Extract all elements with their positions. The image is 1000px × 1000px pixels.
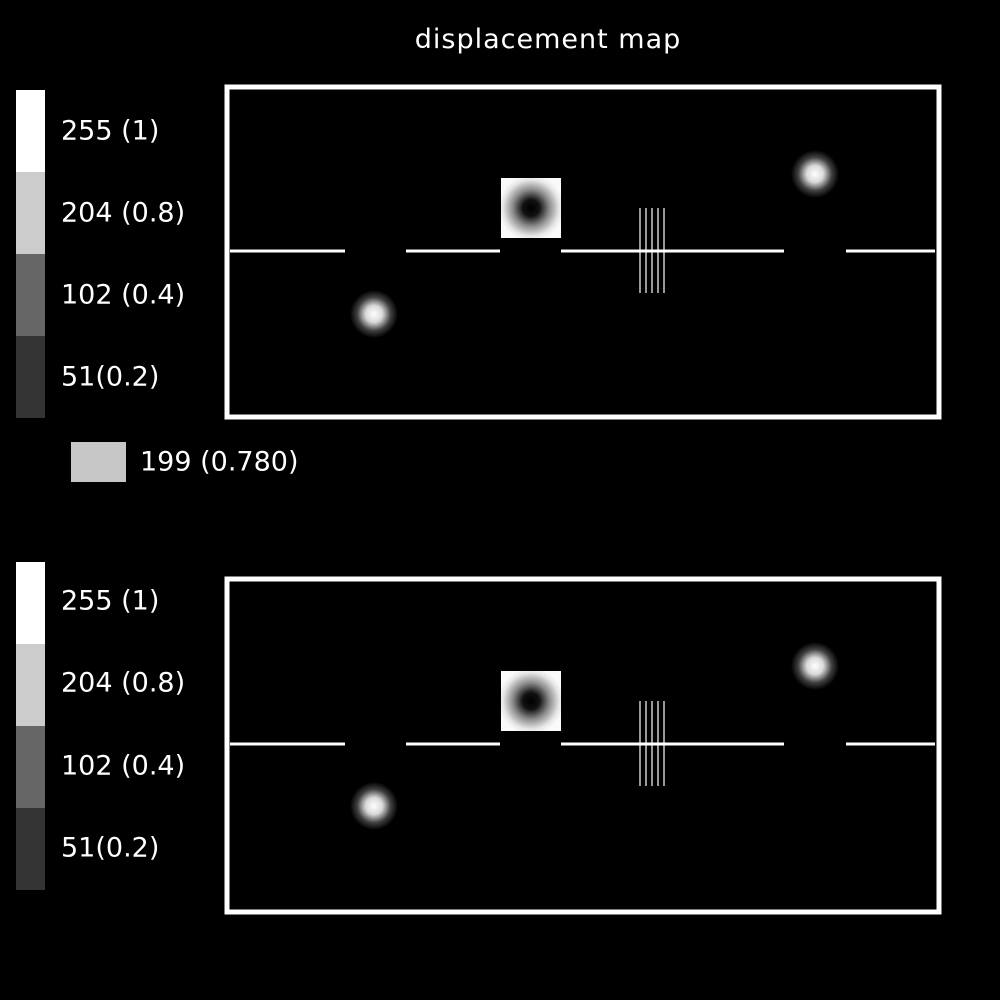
swatch-102	[16, 254, 45, 336]
swatch-255	[16, 562, 45, 644]
map-frame	[224, 84, 942, 420]
scale-label-102: 102 (0.4)	[61, 279, 186, 311]
scale-label-255: 255 (1)	[61, 115, 160, 147]
swatch-204	[16, 172, 45, 254]
swatch-255	[16, 90, 45, 172]
page-title: displacement map	[414, 24, 682, 55]
blob-left	[350, 290, 398, 338]
tick-cluster	[639, 208, 665, 293]
swatch-51	[16, 336, 45, 418]
blob-left	[350, 782, 398, 830]
reference-label: 199 (0.780)	[140, 446, 299, 478]
map-frame	[224, 576, 942, 915]
hole-square	[501, 671, 561, 731]
hole-square	[501, 178, 561, 238]
scale-label-102: 102 (0.4)	[61, 750, 186, 782]
swatch-204	[16, 644, 45, 726]
scale-label-51: 51(0.2)	[61, 361, 160, 393]
scale-label-51: 51(0.2)	[61, 832, 160, 864]
blob-right	[791, 150, 839, 198]
displacement-map-bottom	[224, 576, 942, 915]
tick-cluster	[639, 701, 665, 786]
scale-label-204: 204 (0.8)	[61, 197, 186, 229]
reference-swatch	[71, 442, 126, 482]
gray-scale-bottom	[16, 562, 45, 890]
swatch-51	[16, 808, 45, 890]
swatch-102	[16, 726, 45, 808]
blob-right	[791, 642, 839, 690]
scale-label-255: 255 (1)	[61, 585, 160, 617]
gray-scale-top	[16, 90, 45, 418]
scale-label-204: 204 (0.8)	[61, 667, 186, 699]
displacement-map-top	[224, 84, 942, 420]
